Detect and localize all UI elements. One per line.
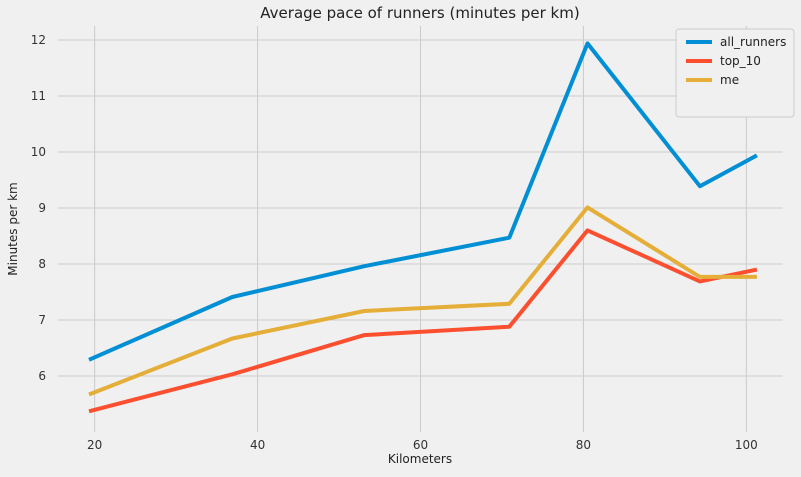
series-layer xyxy=(88,41,758,414)
legend-label-top-10: top_10 xyxy=(720,54,761,68)
series-line-me xyxy=(88,205,757,397)
x-axis-ticks: 20 40 60 80 100 xyxy=(87,438,758,452)
series-line-top-10 xyxy=(88,228,758,414)
y-tick-label: 9 xyxy=(38,201,46,215)
x-tick-label: 40 xyxy=(250,438,265,452)
series-line-all-runners xyxy=(88,41,758,362)
y-axis-ticks: 6 7 8 9 10 11 12 xyxy=(31,33,46,383)
y-tick-label: 11 xyxy=(31,89,46,103)
y-axis-label: Minutes per km xyxy=(6,182,20,275)
y-tick-label: 6 xyxy=(38,369,46,383)
grid xyxy=(58,26,783,432)
x-tick-label: 60 xyxy=(413,438,428,452)
y-tick-label: 8 xyxy=(38,257,46,271)
chart-title: Average pace of runners (minutes per km) xyxy=(260,4,579,22)
y-tick-label: 7 xyxy=(38,313,46,327)
legend-box xyxy=(675,28,795,118)
x-tick-label: 20 xyxy=(87,438,102,452)
x-axis-label: Kilometers xyxy=(388,452,452,466)
x-tick-label: 100 xyxy=(735,438,758,452)
legend-label-all-runners: all_runners xyxy=(720,35,786,49)
y-tick-label: 10 xyxy=(31,145,46,159)
x-tick-label: 80 xyxy=(576,438,591,452)
y-tick-label: 12 xyxy=(31,33,46,47)
legend-label-me: me xyxy=(720,73,739,87)
